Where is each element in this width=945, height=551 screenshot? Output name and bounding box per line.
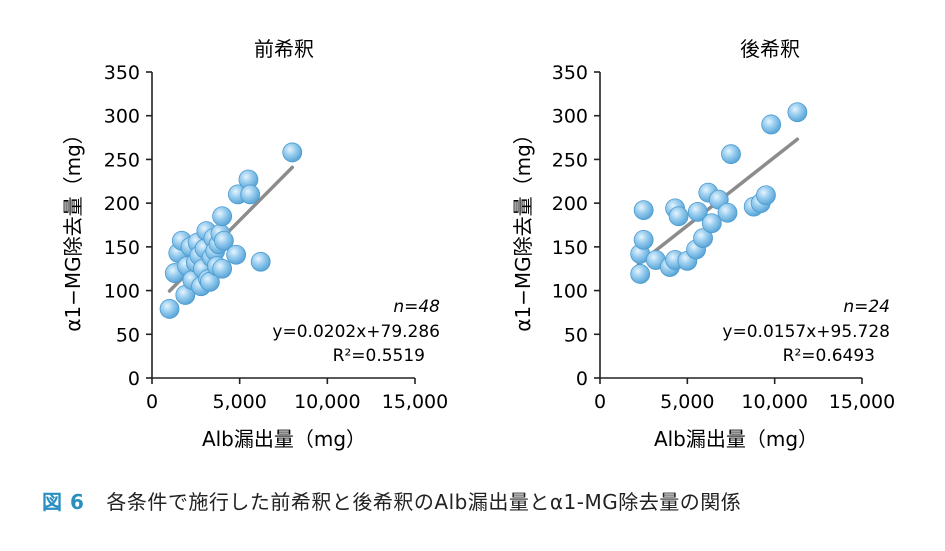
y-tick-label: 350 xyxy=(104,62,140,84)
y-tick-label: 0 xyxy=(576,368,588,390)
scatter-points xyxy=(630,102,808,284)
y-tick-label: 100 xyxy=(552,281,588,303)
annotation-r2: R²=0.6493 xyxy=(783,346,875,366)
data-point xyxy=(693,228,713,249)
y-axis-label: α1−MG除去量（mg） xyxy=(511,124,535,332)
annotation-equation: y=0.0202x+79.286 xyxy=(272,322,440,342)
data-point xyxy=(630,264,651,284)
data-point xyxy=(250,251,271,272)
y-tick-label: 50 xyxy=(564,324,588,346)
y-tick-label: 250 xyxy=(104,149,140,171)
data-point xyxy=(159,299,180,319)
figure: 前希釈 α1−MG除去量（mg） Alb漏出量（mg） 0 50 100 150 200… xyxy=(61,37,895,451)
x-tick-label: 10,000 xyxy=(741,391,807,413)
data-point xyxy=(213,230,234,251)
data-point xyxy=(787,102,808,123)
axes: 0 50 100 150 200 250 300 350 0 5,000 10,000 15,000 xyxy=(552,62,896,413)
y-tick-label: 300 xyxy=(104,106,140,128)
post-dilution-chart: 後希釈 α1−MG除去量（mg） Alb漏出量（mg） 0 50 100 150 200… xyxy=(511,37,895,451)
figure-caption: 図 6 各条件で施行した前希釈と後希釈のAlb漏出量とα1-MG除去量の関係 xyxy=(42,486,741,515)
y-tick-label: 150 xyxy=(104,237,140,259)
y-tick-label: 100 xyxy=(104,281,140,303)
y-tick-label: 150 xyxy=(552,237,588,259)
data-point xyxy=(761,114,782,135)
data-point xyxy=(721,144,741,165)
x-tick-label: 15,000 xyxy=(829,391,895,413)
data-point xyxy=(212,258,233,279)
y-tick-label: 50 xyxy=(116,324,140,346)
data-point xyxy=(687,201,708,222)
y-tick-label: 300 xyxy=(552,106,588,128)
annotation-equation: y=0.0157x+95.728 xyxy=(722,322,890,342)
data-point xyxy=(717,202,738,223)
data-point xyxy=(668,206,689,227)
data-point xyxy=(212,206,233,227)
data-point xyxy=(282,142,303,163)
chart-title: 前希釈 xyxy=(254,37,314,61)
y-tick-label: 250 xyxy=(552,149,588,171)
annotation-n: n=48 xyxy=(393,297,440,317)
y-tick-label: 350 xyxy=(552,62,588,84)
y-axis-label: α1−MG除去量（mg） xyxy=(61,124,85,332)
data-point xyxy=(633,200,654,221)
chart-title: 後希釈 xyxy=(740,37,800,61)
y-tick-label: 0 xyxy=(128,368,140,390)
x-tick-label: 5,000 xyxy=(212,391,266,413)
x-tick-label: 10,000 xyxy=(294,391,360,413)
axes: 0 50 100 150 200 250 300 350 0 5,000 10,000 15,000 xyxy=(104,62,449,413)
x-tick-label: 5,000 xyxy=(660,391,714,413)
x-axis-label: Alb漏出量（mg） xyxy=(654,427,818,451)
x-tick-label: 15,000 xyxy=(382,391,448,413)
y-tick-label: 200 xyxy=(104,193,140,215)
data-point xyxy=(226,244,247,265)
scatter-points xyxy=(159,142,303,319)
caption-text: 各条件で施行した前希釈と後希釈のAlb漏出量とα1-MG除去量の関係 xyxy=(106,490,742,514)
annotation-r2: R²=0.5519 xyxy=(333,346,425,366)
x-axis-label: Alb漏出量（mg） xyxy=(202,427,366,451)
annotation-n: n=24 xyxy=(843,297,890,317)
pre-dilution-chart: 前希釈 α1−MG除去量（mg） Alb漏出量（mg） 0 50 100 150 200… xyxy=(61,37,448,451)
x-tick-label: 0 xyxy=(146,391,158,413)
y-tick-label: 200 xyxy=(552,193,588,215)
data-point xyxy=(701,213,722,234)
data-point xyxy=(240,184,261,205)
figure-number: 図 6 xyxy=(42,490,85,514)
data-point xyxy=(633,229,654,250)
x-tick-label: 0 xyxy=(594,391,606,413)
data-point xyxy=(756,185,776,206)
